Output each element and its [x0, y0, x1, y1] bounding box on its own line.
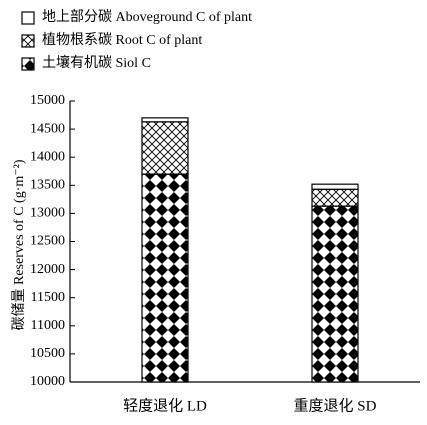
- y-tick-label: 10500: [30, 346, 65, 361]
- legend-label: 地上部分碳 Aboveground C of plant: [42, 9, 252, 25]
- bar-segment: [311, 188, 359, 207]
- y-tick-label: 14000: [30, 149, 65, 164]
- y-tick-label: 13500: [30, 178, 65, 193]
- legend-label: 植物根系碳 Root C of plant: [42, 32, 202, 48]
- legend-swatch: [21, 11, 35, 25]
- y-tick-label: 15000: [30, 93, 65, 108]
- legend-label: 土壤有机碳 Siol C: [42, 54, 151, 71]
- bar-segment: [141, 173, 189, 383]
- y-tick-label: 11000: [31, 318, 65, 333]
- y-tick-label: 12500: [30, 234, 65, 249]
- y-tick-label: 11500: [31, 290, 65, 305]
- y-tick-label: 14500: [30, 121, 65, 136]
- bar-segment: [311, 205, 359, 383]
- y-tick-label: 10000: [30, 374, 65, 389]
- legend-swatch: [21, 34, 35, 48]
- y-axis-label: 碳储量 Reserves of C (g·m⁻²): [11, 159, 27, 330]
- bar-segment: [311, 183, 359, 190]
- x-tick-label: 轻度退化 LD: [123, 397, 207, 414]
- bar-segment: [141, 121, 189, 175]
- y-tick-label: 13000: [30, 206, 65, 221]
- y-tick-label: 12000: [30, 262, 65, 277]
- bar-segment: [141, 117, 189, 123]
- x-tick-label: 重度退化 SD: [294, 397, 377, 414]
- legend-swatch: [21, 57, 35, 71]
